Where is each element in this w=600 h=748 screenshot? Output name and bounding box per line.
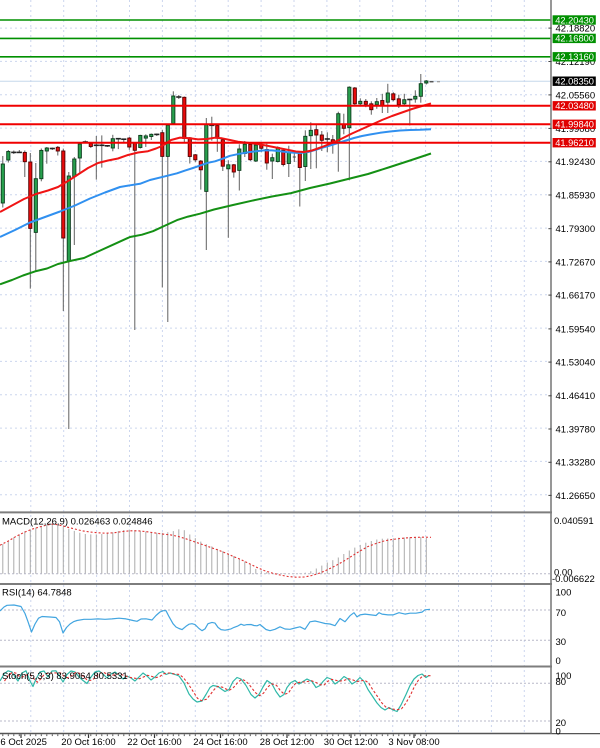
svg-text:100: 100: [556, 587, 572, 598]
svg-text:100: 100: [556, 671, 572, 682]
svg-text:22 Oct 16:00: 22 Oct 16:00: [127, 737, 181, 748]
svg-text:80: 80: [556, 677, 567, 688]
svg-text:41.79300: 41.79300: [556, 224, 596, 235]
svg-text:0.040591: 0.040591: [554, 516, 594, 527]
svg-text:30: 30: [556, 637, 567, 648]
svg-text:42.05560: 42.05560: [556, 90, 596, 101]
svg-text:0: 0: [556, 727, 561, 738]
svg-text:41.92430: 41.92430: [556, 157, 596, 168]
svg-text:42.16800: 42.16800: [555, 34, 594, 44]
svg-text:41.46410: 41.46410: [556, 391, 596, 402]
svg-text:41.33280: 41.33280: [556, 458, 596, 469]
svg-text:41.99840: 41.99840: [555, 120, 594, 130]
svg-text:42.08350: 42.08350: [555, 77, 594, 87]
svg-text:Stoch(5,3,3) 83.9064 80.5331: Stoch(5,3,3) 83.9064 80.5331: [2, 671, 128, 682]
svg-text:42.03480: 42.03480: [555, 101, 594, 111]
svg-text:-0.006622: -0.006622: [552, 574, 595, 585]
svg-text:0: 0: [556, 656, 561, 667]
svg-text:70: 70: [556, 608, 567, 619]
svg-text:42.12190: 42.12190: [556, 57, 596, 68]
svg-text:20 Oct 16:00: 20 Oct 16:00: [61, 737, 115, 748]
svg-text:41.26650: 41.26650: [556, 491, 596, 502]
svg-text:20: 20: [556, 718, 567, 729]
svg-text:41.53040: 41.53040: [556, 358, 596, 369]
svg-text:RSI(14) 64.7848: RSI(14) 64.7848: [2, 588, 72, 599]
svg-text:41.99080: 41.99080: [556, 124, 596, 135]
svg-text:30 Oct 12:00: 30 Oct 12:00: [324, 737, 378, 748]
svg-text:41.85930: 41.85930: [556, 190, 596, 201]
svg-text:3 Nov 08:00: 3 Nov 08:00: [388, 737, 439, 748]
svg-text:28 Oct 12:00: 28 Oct 12:00: [260, 737, 314, 748]
svg-text:41.39780: 41.39780: [556, 424, 596, 435]
svg-text:16 Oct 2025: 16 Oct 2025: [0, 737, 47, 748]
svg-text:42.20430: 42.20430: [555, 15, 594, 25]
svg-text:42.18820: 42.18820: [556, 24, 596, 35]
svg-text:41.66170: 41.66170: [556, 291, 596, 302]
svg-text:41.96210: 41.96210: [555, 138, 594, 148]
svg-text:42.13160: 42.13160: [555, 52, 594, 62]
svg-text:24 Oct 16:00: 24 Oct 16:00: [193, 737, 247, 748]
svg-text:0.00: 0.00: [554, 567, 573, 578]
svg-text:41.59540: 41.59540: [556, 324, 596, 335]
svg-text:41.72670: 41.72670: [556, 257, 596, 268]
svg-text:MACD(12,26,9) 0.026463 0.02484: MACD(12,26,9) 0.026463 0.024846: [2, 517, 153, 528]
